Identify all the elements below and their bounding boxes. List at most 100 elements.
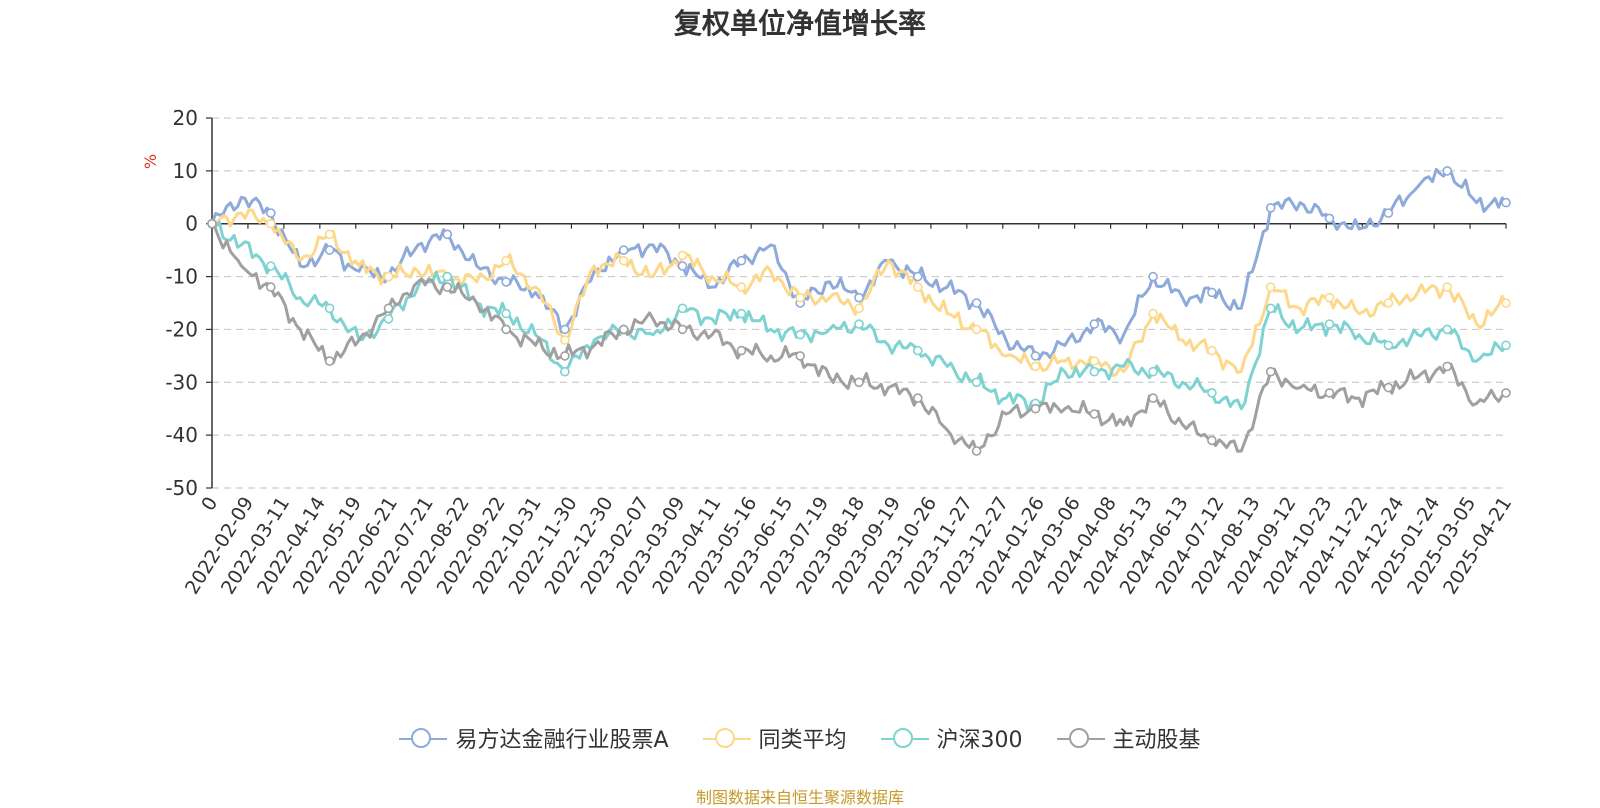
series-point-0 (501, 277, 511, 287)
series-point-1 (618, 255, 629, 266)
series-point-0 (736, 255, 747, 266)
legend-item-active-equity[interactable]: 主动股基 (1056, 722, 1201, 754)
series-point-2 (501, 308, 511, 319)
series-point-3 (324, 356, 335, 366)
series-point-0 (560, 324, 570, 335)
y-tick-label: -40 (165, 423, 198, 447)
series-point-1 (501, 255, 511, 266)
series-point-1 (854, 303, 864, 314)
series-point-3 (383, 303, 394, 314)
series-point-0 (1501, 197, 1511, 208)
legend-item-fund[interactable]: 易方达金融行业股票A (399, 722, 669, 754)
series-point-2 (971, 377, 982, 388)
series-point-3 (1442, 361, 1452, 372)
series-point-1 (736, 282, 747, 292)
series-line-3 (210, 222, 1507, 453)
series-point-1 (1089, 356, 1100, 366)
y-tick-label: -10 (165, 265, 198, 289)
series-point-1 (1383, 298, 1394, 308)
legend-label-peer-average: 同类平均 (758, 728, 847, 753)
series-point-0 (912, 271, 923, 282)
series-point-3 (1324, 388, 1335, 398)
series-point-2 (324, 303, 335, 314)
y-tick-label: -50 (165, 476, 198, 500)
series-point-3 (1148, 393, 1158, 403)
series-point-3 (1383, 382, 1394, 393)
y-tick-label: 10 (173, 159, 198, 183)
series-point-2 (1207, 388, 1217, 398)
axes (206, 117, 1507, 489)
series-point-0 (618, 245, 629, 255)
series-point-1 (1148, 308, 1158, 319)
series-point-0 (677, 261, 688, 271)
series-point-0 (1265, 203, 1276, 213)
legend-item-peer-average[interactable]: 同类平均 (702, 722, 847, 754)
series-point-3 (971, 446, 982, 456)
series-point-0 (442, 229, 453, 240)
series-point-0 (1324, 213, 1335, 224)
series-point-1 (1265, 282, 1276, 292)
series-point-2 (1324, 319, 1335, 329)
series-point-3 (854, 377, 864, 388)
series-point-2 (795, 329, 806, 340)
series-point-3 (795, 351, 806, 361)
series-point-2 (854, 319, 864, 329)
series-point-3 (560, 351, 570, 361)
chart-title: 复权单位净值增长率 (673, 7, 926, 40)
series-point-2 (912, 345, 923, 356)
series-point-1 (265, 218, 276, 229)
legend-item-csi300[interactable]: 沪深300 (880, 722, 1023, 754)
legend-label-fund: 易方达金融行业股票A (455, 728, 669, 753)
series-point-1 (677, 250, 688, 261)
data-source-note: 制图数据来自恒生聚源数据库 (695, 788, 904, 807)
series-point-3 (1501, 388, 1511, 398)
series-point-2 (1442, 324, 1452, 335)
series-point-3 (677, 324, 688, 335)
y-tick-label: -30 (165, 370, 198, 394)
series-point-1 (324, 229, 335, 240)
x-tick-labels: 02022-02-092022-03-112022-04-142022-05-1… (181, 493, 1516, 598)
legend-swatch-csi300 (880, 727, 929, 749)
series-point-3 (1265, 366, 1276, 377)
series-point-3 (265, 282, 276, 292)
series-point-1 (1324, 292, 1335, 303)
series-point-3 (207, 218, 217, 229)
series-point-0 (1207, 287, 1217, 298)
y-tick-labels: 20 10 0 -10 -20 -30 -40 -50 (165, 106, 198, 500)
series-point-0 (1089, 319, 1100, 329)
series-point-1 (971, 324, 982, 335)
series-point-0 (1148, 271, 1158, 282)
series-point-3 (618, 324, 629, 335)
series-point-1 (1207, 345, 1217, 356)
series-point-0 (324, 245, 335, 255)
series-point-1 (1030, 361, 1041, 372)
series-point-0 (971, 298, 982, 308)
series-point-0 (1383, 208, 1394, 218)
series-point-1 (1501, 298, 1511, 308)
series-point-2 (1265, 303, 1276, 314)
series-point-2 (677, 303, 688, 314)
series-point-1 (560, 335, 570, 345)
series-point-2 (736, 308, 747, 319)
series-point-3 (1030, 403, 1041, 414)
series-point-2 (442, 271, 453, 282)
series-point-1 (912, 282, 923, 292)
series-point-1 (1442, 282, 1452, 292)
y-tick-label: 20 (173, 106, 198, 130)
series-point-2 (1501, 340, 1511, 351)
series-point-3 (1089, 409, 1100, 419)
legend-label-csi300: 沪深300 (936, 728, 1023, 753)
x-tick-label: 0 (197, 493, 222, 515)
series-point-2 (1383, 340, 1394, 351)
series-point-3 (501, 324, 511, 335)
series-point-2 (1089, 366, 1100, 377)
series-point-3 (1207, 435, 1217, 446)
series-point-3 (442, 282, 453, 292)
series-point-2 (265, 261, 276, 271)
series-point-2 (560, 366, 570, 377)
legend-label-active-equity: 主动股基 (1112, 728, 1201, 753)
legend-swatch-active-equity (1056, 727, 1105, 749)
series-point-0 (854, 292, 864, 303)
series-layer (207, 166, 1511, 456)
